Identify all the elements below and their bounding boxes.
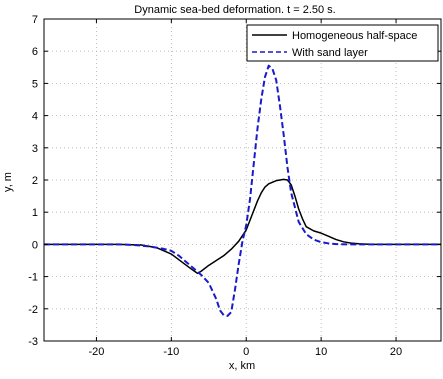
series-with-sand-layer-line bbox=[44, 64, 441, 317]
y-tick-label: 6 bbox=[32, 46, 38, 58]
y-tick-label: 7 bbox=[32, 14, 38, 26]
y-axis-label: y, m bbox=[2, 172, 14, 192]
y-tick-label: 5 bbox=[32, 78, 38, 90]
x-tick-label: 20 bbox=[390, 346, 402, 358]
y-tick-label: 2 bbox=[32, 175, 38, 187]
series-homogeneous-half-space-line bbox=[44, 178, 441, 275]
x-tick-label: -10 bbox=[163, 346, 179, 358]
x-tick-label: -20 bbox=[88, 346, 104, 358]
y-tick-label: -1 bbox=[28, 272, 38, 284]
x-tick-label: 0 bbox=[243, 346, 249, 358]
y-tick-label: -3 bbox=[28, 336, 38, 348]
y-tick-label: 1 bbox=[32, 207, 38, 219]
chart-title: Dynamic sea-bed deformation. t = 2.50 s. bbox=[134, 4, 335, 16]
plot-area bbox=[44, 19, 441, 341]
y-tick-label: -2 bbox=[28, 304, 38, 316]
y-tick-label: 4 bbox=[32, 111, 38, 123]
x-axis-label: x, km bbox=[229, 360, 255, 372]
y-tick-label: 3 bbox=[32, 143, 38, 155]
series-layer bbox=[44, 64, 441, 317]
legend-box bbox=[246, 24, 439, 62]
legend-label-homogeneous: Homogeneous half-space bbox=[292, 30, 417, 42]
x-tick-label: 10 bbox=[315, 346, 327, 358]
grid-lines bbox=[44, 19, 441, 341]
legend: Homogeneous half-space With sand layer bbox=[246, 24, 439, 62]
y-tick-label: 0 bbox=[32, 239, 38, 251]
legend-label-sand-layer: With sand layer bbox=[292, 47, 368, 59]
